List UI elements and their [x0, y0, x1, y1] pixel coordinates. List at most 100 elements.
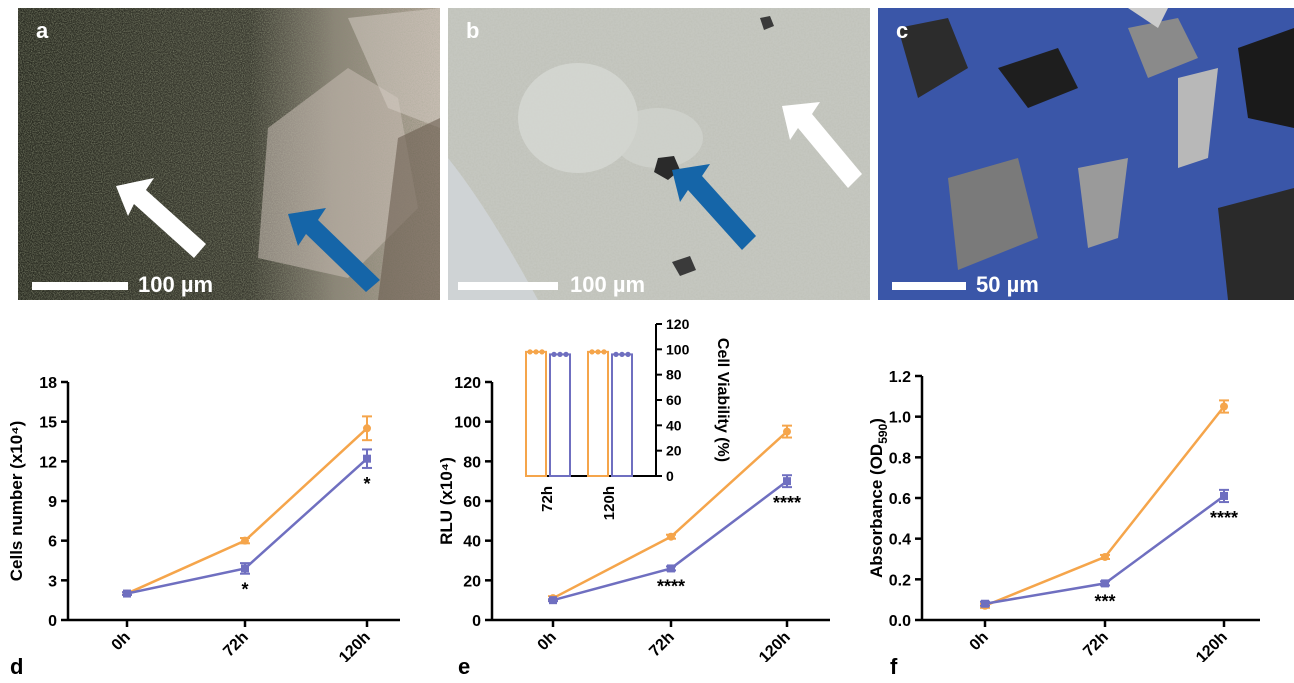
panel-f-letter: f — [890, 654, 898, 679]
y-tick-label: 0 — [48, 613, 57, 630]
scale-label-a: 100 µm — [138, 272, 214, 297]
inset-y-tick-label: 100 — [666, 341, 690, 357]
micrograph-b: b 100 µm — [448, 8, 870, 300]
inset-bar-dot — [563, 351, 569, 357]
y-tick-label: 0.2 — [889, 572, 911, 589]
y-tick-label: 12 — [39, 454, 57, 471]
y-tick-label: 120 — [454, 375, 481, 392]
inset-y-tick-label: 60 — [666, 392, 682, 408]
x-tick-label: 0h — [109, 629, 134, 654]
blue-arrow — [288, 208, 380, 292]
x-tick-label: 120h — [1193, 629, 1231, 662]
chart-e: 0 20 40 60 80 100 120 0h 72h 120h RLU (x10⁴) **** **… — [437, 316, 830, 662]
data-point — [783, 477, 791, 486]
inset-bar-dot — [539, 349, 545, 355]
scale-bar — [458, 282, 558, 290]
micrograph-a: a 100 µm — [18, 8, 440, 300]
inset-bar — [587, 350, 609, 477]
panel-e-letter: e — [458, 654, 471, 679]
x-tick-label: 0h — [535, 629, 560, 654]
y-tick-label: 20 — [463, 573, 481, 590]
scale-label-b: 100 µm — [570, 272, 646, 297]
series-line-2 — [984, 494, 1225, 605]
chart-f: 0.0 0.2 0.4 0.6 0.8 1.0 1.2 0h 72h 120h Absorbance… — [867, 369, 1260, 662]
inset-bar-dot — [551, 351, 557, 357]
inset-bar-dot — [533, 349, 539, 355]
panel-a-letter: a — [36, 18, 49, 43]
data-point — [1101, 552, 1109, 561]
micrograph-a-arrows — [32, 178, 380, 292]
data-point — [363, 454, 371, 463]
y-tick-label: 1.2 — [889, 369, 911, 386]
white-arrow — [782, 102, 862, 188]
significance-label: *** — [1094, 591, 1115, 611]
x-tick-label: 72h — [1080, 629, 1112, 661]
inset-bar-dot — [595, 349, 601, 355]
data-point — [1101, 579, 1109, 588]
micrograph-a-image — [18, 8, 440, 300]
y-tick-label: 0.8 — [889, 450, 911, 467]
white-arrow — [116, 178, 206, 258]
x-tick-label: 120h — [756, 629, 794, 662]
y-tick-label: 3 — [48, 573, 57, 590]
significance-label: **** — [1210, 508, 1238, 528]
x-tick-label: 0h — [967, 629, 992, 654]
y-tick-label: 0.6 — [889, 491, 911, 508]
significance-label: **** — [773, 493, 801, 513]
inset-x-tick-label: 72h — [539, 486, 556, 512]
y-tick-label: 60 — [463, 494, 481, 511]
data-point — [981, 599, 989, 608]
chart-d: 0 3 6 9 12 15 18 0h 72h 120h Cells number (x10⁴) * * — [7, 375, 400, 662]
inset-bar-dot — [601, 349, 607, 355]
micrograph-c-scalebar — [892, 282, 966, 290]
micrograph-c: c 50 µm — [878, 8, 1294, 300]
y-tick-label: 6 — [48, 534, 57, 551]
micrograph-b-image — [448, 8, 870, 300]
inset-y-tick-label: 120 — [666, 316, 690, 332]
inset-bar-dot — [589, 349, 595, 355]
y-tick-label: 80 — [463, 454, 481, 471]
y-tick-label: 18 — [39, 375, 57, 392]
inset-y-tick-label: 80 — [666, 367, 682, 383]
y-tick-label: 9 — [48, 494, 57, 511]
inset-bar-dot — [625, 351, 631, 357]
data-point — [1220, 491, 1228, 500]
x-tick-label: 72h — [220, 629, 252, 661]
data-point — [783, 427, 791, 436]
inset-bar — [611, 353, 633, 477]
micrograph-c-image — [878, 8, 1294, 300]
scale-label-c: 50 µm — [976, 272, 1039, 297]
data-point — [549, 596, 557, 605]
inset-bar — [549, 353, 571, 477]
data-point — [241, 536, 249, 545]
significance-label: **** — [657, 576, 685, 596]
y-tick-label: 1.0 — [889, 410, 911, 427]
inset-bar — [525, 350, 547, 477]
y-axis-label: Cells number (x10⁴) — [7, 421, 26, 582]
inset-bar-dot — [619, 351, 625, 357]
inset-x-tick-label: 120h — [601, 486, 618, 520]
data-point — [363, 424, 371, 433]
micrograph-b-arrows — [458, 102, 862, 290]
y-tick-label: 0.0 — [889, 613, 911, 630]
y-axis-label: Absorbance (OD590) — [867, 418, 890, 578]
inset-bar-dot — [613, 351, 619, 357]
inset-y-tick-label: 20 — [666, 443, 682, 459]
y-tick-label: 0 — [472, 613, 481, 630]
panel-d-letter: d — [10, 654, 24, 679]
inset-y-tick-label: 40 — [666, 417, 682, 433]
y-tick-label: 100 — [454, 415, 481, 432]
data-point — [123, 589, 131, 598]
panel-c-letter: c — [896, 18, 909, 43]
significance-label: * — [363, 474, 370, 494]
inset-y-tick-label: 0 — [666, 468, 674, 484]
inset-y-axis-label: Cell Viability (%) — [714, 338, 731, 462]
y-tick-label: 40 — [463, 534, 481, 551]
data-point — [241, 564, 249, 573]
y-tick-label: 15 — [39, 415, 57, 432]
series-line-1 — [984, 405, 1225, 607]
inset-bar-dot — [527, 349, 533, 355]
scale-bar — [892, 282, 966, 290]
x-tick-label: 120h — [336, 629, 374, 662]
inset-bar-dot — [557, 351, 563, 357]
